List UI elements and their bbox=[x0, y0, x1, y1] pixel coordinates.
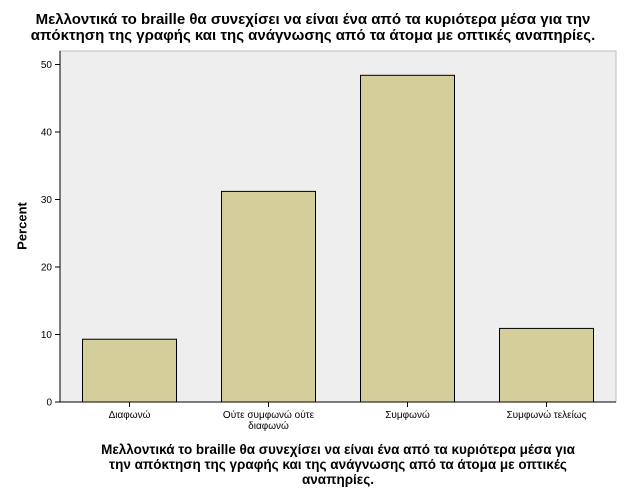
x-tick-label-line: Ούτε συμφωνώ ούτε bbox=[223, 409, 315, 421]
x-tick-label-line: Συμφωνώ bbox=[385, 409, 430, 421]
bar bbox=[360, 74, 455, 403]
x-axis-ticks: Διαφωνώ Ούτε συμφωνώ ούτε διαφωνώ Συμφωνώ Συ… bbox=[109, 402, 587, 432]
chart-title-line-1: Μελλοντικά το braille θα συνεχίσει να εί… bbox=[35, 11, 591, 28]
y-tick-label: 40 bbox=[41, 128, 53, 139]
x-tick-label: Ούτε συμφωνώ ούτε διαφωνώ bbox=[223, 409, 315, 432]
x-tick-label-line: Συμφωνώ τελείως bbox=[506, 409, 586, 421]
y-tick-label: 10 bbox=[41, 330, 53, 341]
x-tick-label-line: Διαφωνώ bbox=[109, 409, 151, 421]
chart-title: Μελλοντικά το braille θα συνεχίσει να εί… bbox=[0, 12, 626, 44]
y-tick-label: 50 bbox=[41, 60, 53, 71]
x-axis-title-line-1: Μελλοντικά το braille θα συνεχίσει να εί… bbox=[101, 442, 575, 457]
x-axis-title-line-3: αναπηρίες. bbox=[302, 472, 374, 487]
bar bbox=[82, 338, 177, 403]
x-tick-label-line: διαφωνώ bbox=[248, 420, 289, 432]
bar bbox=[499, 327, 594, 403]
chart-title-line-2: απόκτηση της γραφής και της ανάγνωσης απ… bbox=[30, 27, 596, 44]
y-tick-label: 0 bbox=[46, 398, 52, 409]
y-tick-label: 30 bbox=[41, 195, 53, 206]
y-axis-ticks: 0 10 20 30 40 50 bbox=[41, 60, 60, 409]
bar bbox=[221, 190, 316, 403]
bars bbox=[82, 74, 594, 403]
x-axis-title-line-2: την απόκτηση της γραφής και της ανάγνωση… bbox=[109, 457, 567, 472]
x-axis-title: Μελλοντικά το braille θα συνεχίσει να εί… bbox=[60, 442, 616, 487]
x-tick-label: Συμφωνώ τελείως bbox=[506, 409, 586, 421]
x-tick-label: Συμφωνώ bbox=[385, 409, 430, 421]
x-tick-label: Διαφωνώ bbox=[109, 409, 151, 421]
y-tick-label: 20 bbox=[41, 263, 53, 274]
